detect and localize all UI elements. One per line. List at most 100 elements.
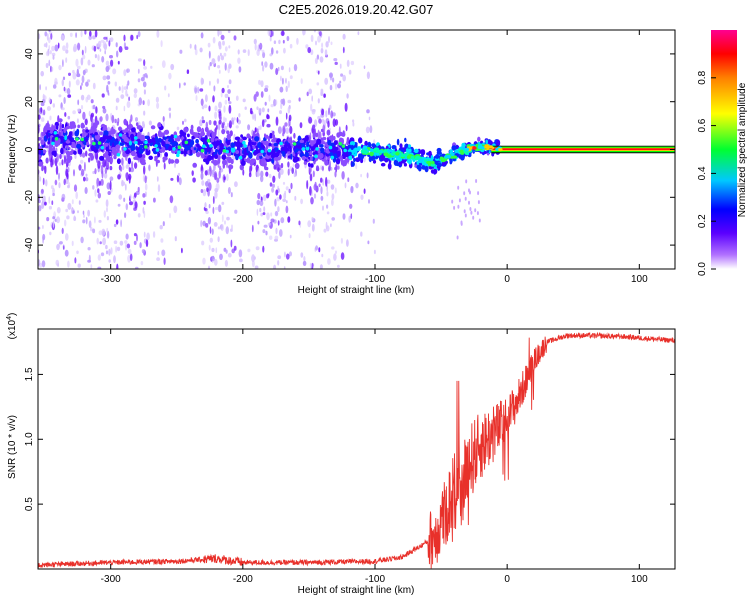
spectrogram-signal-dot — [383, 152, 389, 157]
spectrogram-noise-dot — [101, 228, 106, 236]
spectrogram-noise-dot — [113, 255, 116, 264]
spectrogram-signal-dot — [58, 118, 63, 123]
spectrogram-noise-dot — [104, 50, 106, 55]
spectrogram-signal-dot — [246, 133, 251, 139]
spectrogram-noise-dot — [83, 176, 86, 182]
spectrogram-noise-dot — [314, 57, 318, 64]
spectrogram-noise-dot — [231, 224, 233, 230]
spectrogram-noise-dot — [163, 257, 166, 265]
spectrogram-noise-dot — [287, 106, 291, 114]
spectrogram-noise-dot — [219, 115, 222, 121]
snr-multiplier: (x104) — [6, 313, 18, 340]
spectrogram-noise-dot — [309, 173, 313, 182]
spectrogram-noise-dot — [159, 225, 163, 230]
spectrogram-noise-dot — [134, 162, 138, 169]
spectrogram-signal-dot — [289, 147, 292, 153]
spectrogram-noise-dot — [321, 166, 324, 171]
spectrogram-signal-dot — [267, 148, 272, 153]
spectrogram-signal-dot — [64, 135, 68, 141]
spectrogram-noise-dot — [46, 106, 51, 111]
spectrogram-noise-dot — [133, 192, 137, 198]
spectrogram-noise-dot — [128, 175, 131, 184]
spectrogram-noise-dot — [326, 184, 329, 192]
spectrogram-signal-dot — [228, 164, 234, 170]
spectrogram-signal-dot — [235, 150, 240, 154]
spectrogram-noise-dot — [238, 66, 242, 73]
spectrogram-noise-dot — [366, 71, 370, 80]
spectrogram-noise-dot — [117, 117, 120, 124]
spectrogram-noise-dot — [463, 191, 466, 196]
spectrogram-signal-dot — [282, 152, 286, 157]
spectrogram-noise-dot — [76, 118, 79, 124]
spectrogram-noise-dot — [82, 219, 86, 224]
spectrogram-noise-dot — [129, 194, 132, 200]
spectrogram-signal-dot — [90, 154, 94, 161]
spectrogram-noise-dot — [38, 205, 42, 212]
spectrogram-noise-dot — [275, 227, 278, 235]
spectrogram-noise-dot — [78, 200, 81, 205]
spectrogram-signal-dot — [460, 151, 465, 155]
spectrogram-signal-dot — [478, 144, 483, 148]
spectrogram-signal-dot — [119, 142, 125, 147]
spectrogram-signal-dot — [312, 124, 316, 129]
spectrogram-noise-dot — [264, 101, 267, 106]
spectrogram-noise-dot — [204, 170, 208, 176]
spectrogram-signal-dot — [76, 143, 82, 149]
spectrogram-noise-dot — [334, 61, 338, 65]
colorbar-tick-label: 0.2 — [697, 214, 708, 228]
spectrogram-noise-dot — [184, 118, 187, 123]
spectrogram-noise-dot — [326, 179, 331, 184]
spectrogram-noise-dot — [348, 215, 352, 223]
spectrogram-noise-dot — [161, 60, 166, 68]
spectrogram-noise-dot — [170, 63, 175, 71]
spectrogram-noise-dot — [58, 182, 61, 189]
spectrogram-signal-dot — [475, 143, 480, 148]
spectrogram-noise-dot — [310, 49, 314, 56]
spectrogram-noise-dot — [110, 37, 114, 42]
spectrogram-signal-dot — [222, 159, 227, 166]
spectrogram-noise-dot — [293, 172, 296, 178]
spectrogram-noise-dot — [474, 208, 477, 213]
spectrogram-signal-dot — [135, 122, 139, 127]
spectrogram-noise-dot — [60, 34, 65, 41]
spectrogram-noise-dot — [45, 42, 48, 48]
spectrogram-noise-dot — [224, 62, 227, 71]
spectrogram-noise-dot — [41, 117, 45, 122]
spectrogram-noise-dot — [56, 207, 61, 214]
spectrogram-noise-dot — [80, 57, 84, 66]
spectrogram-noise-dot — [208, 204, 211, 209]
spectrogram-noise-dot — [122, 164, 125, 171]
spectrogram-noise-dot — [87, 79, 91, 83]
spectrogram-noise-dot — [102, 75, 107, 81]
spectrogram-noise-dot — [124, 42, 126, 48]
spectrogram-signal-dot — [202, 144, 206, 148]
spectrogram-noise-dot — [310, 34, 314, 43]
spectrogram-noise-dot — [109, 180, 112, 191]
spectrogram-noise-dot — [137, 58, 142, 62]
spectrogram-noise-dot — [156, 176, 159, 182]
spectrogram-noise-dot — [290, 182, 293, 190]
spectrogram-noise-dot — [264, 61, 268, 68]
spectrogram-noise-dot — [368, 116, 371, 121]
spectrogram-noise-dot — [214, 111, 218, 120]
spectrogram-signal-dot — [338, 142, 343, 146]
spectrogram-signal-dot — [348, 155, 352, 160]
spectrogram-noise-dot — [188, 207, 191, 212]
spectrogram-noise-dot — [260, 212, 264, 217]
spectrogram-noise-dot — [139, 242, 142, 249]
spectrogram-noise-dot — [58, 172, 60, 180]
spectrogram-noise-dot — [346, 93, 349, 99]
spectrogram-noise-dot — [211, 247, 215, 253]
spectrogram-signal-dot — [335, 158, 341, 165]
spectrogram-noise-dot — [280, 102, 283, 110]
spectrogram-signal-dot — [269, 132, 273, 139]
spectrogram-signal-dot — [97, 141, 102, 145]
spectrogram-signal-dot — [364, 140, 368, 146]
spectrogram-noise-dot — [314, 119, 318, 127]
spectrogram-noise-dot — [298, 97, 301, 102]
spectrogram-noise-dot — [167, 93, 170, 98]
spectrogram-noise-dot — [303, 255, 306, 262]
spectrogram-noise-dot — [82, 210, 85, 215]
spectrogram-signal-dot — [226, 130, 230, 135]
spectrogram-noise-dot — [201, 240, 205, 246]
